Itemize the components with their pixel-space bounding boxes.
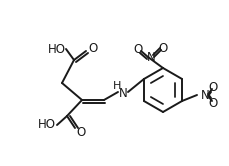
Text: O: O (207, 96, 217, 110)
Text: O: O (76, 126, 85, 139)
Text: N: N (146, 50, 155, 64)
Text: N: N (200, 88, 208, 101)
Text: O: O (133, 42, 142, 55)
Text: O: O (88, 42, 97, 54)
Text: HO: HO (48, 42, 66, 55)
Text: H: H (112, 81, 121, 91)
Text: O: O (207, 81, 217, 93)
Text: N: N (118, 86, 127, 99)
Text: HO: HO (38, 119, 56, 131)
Text: O: O (158, 42, 167, 54)
